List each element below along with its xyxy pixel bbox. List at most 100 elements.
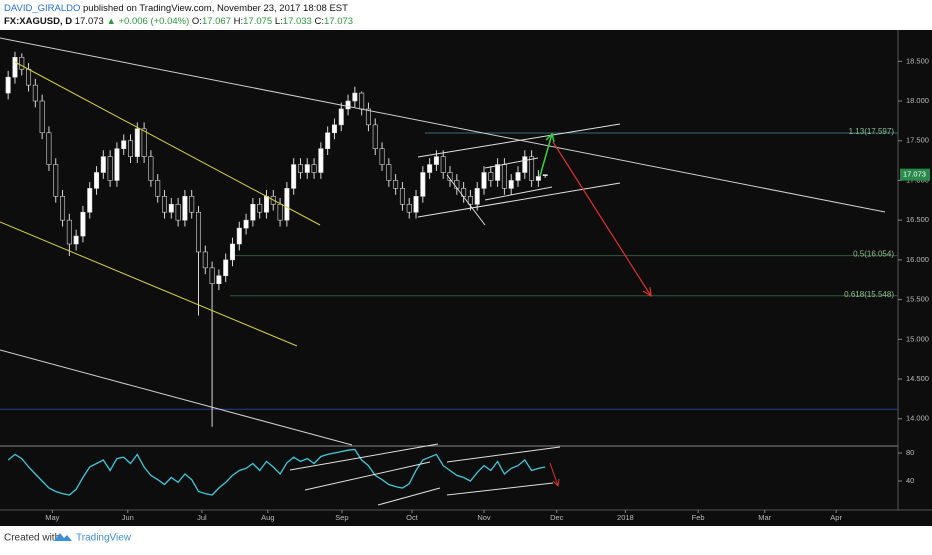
candle-body [495, 164, 501, 181]
candle-body [53, 164, 59, 197]
candle-body [284, 188, 290, 221]
candle-body [406, 203, 412, 213]
candle-body [80, 211, 86, 237]
candle-body [467, 196, 473, 205]
indicator-line [377, 487, 441, 506]
x-tick-label: May [45, 513, 59, 522]
candle-body [297, 164, 303, 173]
prefix: L: [275, 16, 283, 27]
x-tick-label: Oct [406, 513, 419, 522]
close: 17.073 [324, 16, 353, 27]
candle-body [32, 84, 38, 102]
prefix: C: [314, 16, 324, 27]
candle-body [257, 203, 263, 213]
candle-body [60, 196, 66, 221]
candle-body [94, 172, 100, 189]
brand: TradingView [76, 533, 132, 544]
candle-body [107, 156, 113, 181]
candle-body [263, 196, 269, 213]
candle-body [73, 235, 79, 245]
candle-body [168, 203, 174, 213]
candle-body [195, 211, 201, 253]
candle-body [100, 156, 106, 173]
candle-body [522, 156, 528, 173]
header-line: DAVID_GIRALDO published on TradingView.c… [4, 3, 348, 14]
candle-body [420, 172, 426, 197]
candle-body [481, 172, 487, 189]
candle-body [365, 108, 371, 126]
candle-body [114, 148, 120, 181]
candle-body [26, 68, 32, 86]
channel-line [484, 186, 553, 201]
candle-body [372, 124, 378, 149]
candle-body [162, 196, 168, 213]
candle-body [19, 57, 25, 70]
candle-body [440, 156, 446, 173]
x-tick-label: 2018 [617, 513, 634, 522]
candle-body [87, 188, 93, 213]
candle-body [386, 164, 392, 181]
indicator-line [446, 446, 561, 463]
arrow-down [552, 141, 652, 298]
indicator-line [304, 461, 431, 491]
arrow-up [539, 132, 555, 177]
y-tick-label: 16.000 [906, 255, 929, 264]
candle-body [331, 124, 337, 134]
prefix: H: [234, 16, 244, 27]
header-line: FX:XAGUSD, D 17.073 ▲ +0.006 (+0.04%) O:… [4, 16, 353, 27]
author: DAVID_GIRALDO [4, 3, 80, 14]
candle-body [488, 172, 494, 181]
candle-body [379, 148, 385, 165]
trend-line [0, 221, 298, 347]
symbol: FX:XAGUSD, D [4, 16, 72, 27]
channel-line [417, 123, 621, 158]
candle-body [182, 196, 188, 221]
candle-body [189, 196, 195, 213]
candle-body [175, 203, 181, 221]
candle-body [141, 128, 147, 157]
candle-body [352, 92, 358, 102]
fib-label: 0.5(16.054) [853, 250, 894, 259]
trend-line [14, 61, 321, 226]
chart-background [0, 30, 932, 526]
channel-line [446, 174, 486, 226]
indicator-line [289, 443, 439, 471]
candle-body [216, 275, 222, 285]
candle-body [209, 267, 215, 285]
arrow-down [549, 462, 560, 488]
candle-body [542, 174, 548, 176]
candle-body [508, 180, 514, 189]
candle-body [413, 196, 419, 213]
candle-body [236, 227, 242, 245]
x-tick-label: Feb [692, 513, 705, 522]
candle-body [399, 188, 405, 205]
candle-body [311, 164, 317, 173]
y-tick-label: 80 [906, 448, 914, 457]
candle-body [155, 180, 161, 197]
drawings [0, 37, 886, 506]
header: DAVID_GIRALDO published on TradingView.c… [4, 3, 353, 27]
candle-body [128, 140, 134, 157]
candle-body [515, 172, 521, 181]
change: ▲ +0.006 (+0.04%) [106, 16, 189, 27]
plot: 14.000 14.500 15.000 15.500 16.000 16.500 17.0… [0, 51, 930, 522]
candle-body [393, 180, 399, 189]
x-tick-label: Dec [550, 513, 564, 522]
trend-line [0, 37, 886, 213]
x-tick-label: Sep [335, 513, 348, 522]
fib-label: 0.618(15.548) [844, 290, 894, 299]
candle-body [291, 164, 297, 189]
low: 17.033 [283, 16, 312, 27]
y-tick-label: 40 [906, 476, 914, 485]
open: 17.067 [202, 16, 231, 27]
candle-body [338, 108, 344, 126]
candle-body [66, 219, 72, 245]
candle-body [134, 128, 140, 157]
y-tick-label: 18.000 [906, 96, 929, 105]
candle-body [202, 251, 208, 269]
channel-line [484, 157, 539, 169]
high: 17.075 [243, 16, 272, 27]
candle-body [12, 57, 18, 78]
y-tick-label: 15.000 [906, 334, 929, 343]
